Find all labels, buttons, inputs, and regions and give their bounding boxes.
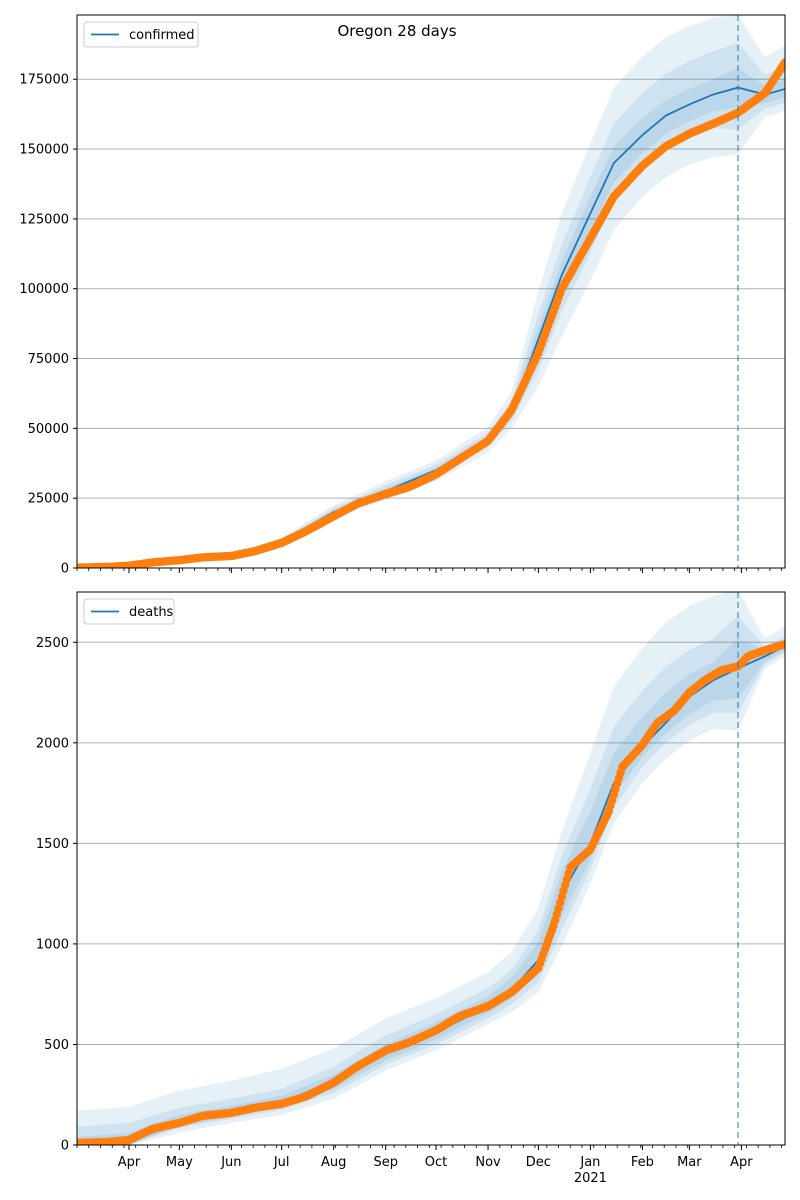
x-tick-label: May [166,1155,193,1170]
y-tick-label: 25000 [28,492,69,507]
legend-box [83,598,175,625]
y-tick-label: 0 [61,562,69,577]
x-year-label: 2021 [574,1171,607,1186]
x-tick-label: Dec [526,1155,551,1170]
y-tick-label: 150000 [19,143,69,158]
legend-box [83,21,199,48]
y-tick-label: 2500 [36,636,69,651]
uncertainty-band-2 [77,616,785,1145]
axes-frame [76,14,786,569]
observed-point [780,58,785,67]
x-tick-label: Sep [373,1155,398,1170]
y-tick-label: 1000 [36,937,69,952]
x-tick-label: Feb [631,1155,654,1170]
uncertainty-band-1 [77,15,785,568]
y-tick-label: 100000 [19,282,69,297]
x-tick-label: Jan [579,1155,600,1170]
y-tick-label: 500 [44,1038,69,1053]
y-tick-label: 125000 [19,212,69,227]
x-tick-label: Mar [677,1155,702,1170]
y-tick-label: 175000 [19,73,69,88]
x-tick-label: Jul [273,1155,290,1170]
observed-series [77,58,785,568]
legend-label: confirmed [129,28,195,43]
observed-series [77,640,785,1145]
figure-title: Oregon 28 days [337,22,456,40]
deaths-panel: 0 500 1000 1500 2000 2500 Apr May Jun Jul Aug Sep Oc… [36,591,786,1186]
x-tick-label: Oct [425,1155,447,1170]
x-tick-label: Nov [475,1155,501,1170]
x-tick-label: Jun [220,1155,241,1170]
y-tick-label: 50000 [28,422,69,437]
y-tick-label: 0 [61,1139,69,1154]
y-tick-label: 2000 [36,736,69,751]
axes-frame [76,591,786,1146]
y-tick-label: 1500 [36,837,69,852]
observed-point [780,640,785,649]
plot-area [77,592,785,1145]
x-tick-label: Apr [730,1155,753,1170]
plot-area [77,15,785,568]
confirmed-panel: 0 25000 50000 75000 100000 125000 150000 175000… [19,14,786,577]
uncertainty-band-3 [77,68,785,568]
x-tick-label: Apr [118,1155,141,1170]
y-tick-label: 75000 [28,352,69,367]
legend: deaths [83,598,175,625]
uncertainty-band-3 [77,638,785,1145]
uncertainty-band-1 [77,592,785,1145]
x-tick-label: Aug [321,1155,346,1170]
legend-label: deaths [129,605,174,620]
legend: confirmed [83,21,199,48]
